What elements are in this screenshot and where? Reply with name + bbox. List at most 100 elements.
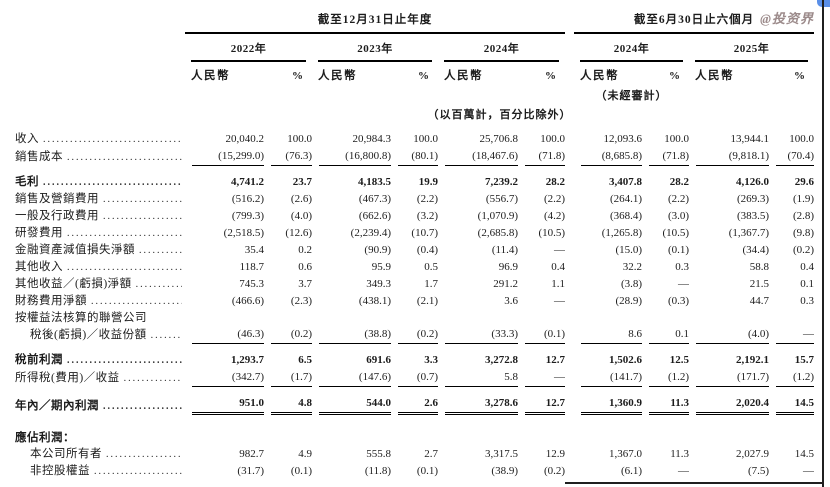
cell-value-rmb: 951.0: [185, 387, 264, 415]
row-label-text: 一般及行政費用: [15, 210, 99, 222]
row-label-wrap: 銷售成本: [15, 149, 185, 166]
table-row: 按權益法核算的聯營公司: [15, 310, 814, 326]
cell-value-percent: —: [642, 276, 689, 293]
cell-value-percent: 12.7: [518, 344, 565, 369]
cell-value-percent: (0.7): [391, 369, 438, 387]
cell-value: 100.0: [789, 133, 815, 145]
group-gap: [565, 310, 574, 326]
cell-value: —: [678, 278, 690, 290]
cell-value-rmb: (11.8): [312, 463, 391, 480]
cell-value: (12.6): [285, 227, 312, 239]
cell-value-percent: —: [642, 463, 689, 480]
row-label-wrap: 稅前利潤: [15, 352, 185, 369]
cell-value-rmb: (4.0): [689, 326, 770, 344]
cell-value: 100.0: [287, 133, 312, 145]
row-label: 收入: [15, 131, 185, 148]
cell-value: 349.3: [366, 278, 391, 290]
dot-leader: [67, 226, 182, 242]
group-gap: [565, 166, 574, 191]
cell-value: (0.7): [398, 369, 438, 387]
cell-value-rmb: (342.7): [185, 369, 264, 387]
group-gap: [565, 387, 574, 415]
cell-value: 4.9: [298, 448, 312, 460]
cell-value: (16,800.8): [319, 148, 391, 166]
cell-value: 691.6: [366, 354, 391, 366]
cell-value: (38.9): [491, 465, 518, 477]
cell-value: 0.4: [551, 261, 566, 273]
dot-leader: [124, 371, 182, 387]
cell-value: 12.9: [545, 448, 566, 460]
cell-value: 3,278.6: [445, 395, 518, 415]
cell-value-rmb: [312, 310, 391, 326]
cell-value-rmb: 1,367.0: [574, 446, 642, 463]
cell-value: 11.3: [670, 448, 690, 460]
cell-value: (4.0): [290, 210, 312, 222]
cell-value: (9.8): [792, 227, 815, 239]
col-header-percent: %: [545, 70, 557, 82]
cell-value: 12.7: [545, 354, 566, 366]
cell-value-percent: (10.5): [642, 225, 689, 242]
cell-value-rmb: (467.3): [312, 191, 391, 208]
table-row: 稅後(虧損)／收益份額 (46.3) (0.2) (38.8) (0.2) (33.3) (…: [15, 326, 815, 344]
row-label-text: 按權益法核算的聯營公司: [15, 312, 147, 324]
table-row: 應佔利潤：: [15, 430, 814, 446]
row-label: 年內／期內利潤: [15, 387, 185, 415]
row-label: 非控股權益: [15, 463, 185, 480]
cell-value-percent: (0.1): [518, 326, 566, 344]
cell-value-rmb: 12,093.6: [574, 131, 643, 148]
cell-value-percent: 2.7: [391, 446, 438, 463]
cell-value-rmb: 58.8: [689, 259, 769, 276]
cell-value-rmb: 3,407.8: [574, 166, 642, 191]
row-label-text: 其他收益／(虧損)淨額: [15, 278, 132, 290]
unit-blank: [15, 62, 185, 86]
row-label-wrap: 研發費用: [15, 225, 185, 242]
cell-value-percent: 3.7: [264, 276, 312, 293]
cell-value-rmb: (466.6): [185, 293, 264, 310]
group-gap: [565, 344, 574, 369]
cell-value-percent: 100.0: [264, 131, 312, 148]
row-label-text: 年內／期內利潤: [15, 400, 99, 412]
cell-value-percent: 12.9: [518, 446, 565, 463]
cell-value-rmb: (264.1): [574, 191, 642, 208]
row-label-wrap: 稅後(虧損)／收益份額: [15, 327, 185, 344]
cell-value-percent: 0.5: [391, 259, 438, 276]
year-blank: [15, 33, 185, 62]
group-gap: [565, 148, 574, 166]
cell-value-rmb: 20,040.2: [185, 131, 265, 148]
row-label: 稅後(虧損)／收益份額: [15, 326, 185, 344]
cell-value-percent: (76.3): [264, 148, 312, 166]
cell-value: (90.9): [364, 244, 391, 256]
cell-value-percent: 0.1: [769, 276, 814, 293]
cell-value: 58.8: [749, 261, 770, 273]
cell-value-rmb: 291.2: [438, 276, 518, 293]
table-body: 收入 20,040.2 100.0 20,984.3 100.0 25,706.8 100.…: [15, 131, 815, 480]
cell-value: 20,040.2: [225, 133, 265, 145]
cell-value: (516.2): [231, 193, 264, 205]
cell-value-rmb: (6.1): [574, 463, 642, 480]
cell-value: (0.1): [416, 465, 438, 477]
cell-value-percent: (2.1): [391, 293, 438, 310]
cell-value-rmb: 691.6: [312, 344, 391, 369]
cell-value-rmb: (2,685.8): [438, 225, 518, 242]
row-label: 毛利: [15, 166, 185, 191]
col-header-percent: %: [669, 70, 681, 82]
cell-value: (0.1): [525, 326, 566, 344]
cell-value-rmb: (11.4): [438, 242, 518, 259]
cell-value-rmb: 745.3: [185, 276, 264, 293]
cell-value-percent: 19.9: [391, 166, 438, 191]
cell-value-rmb: (383.5): [689, 208, 769, 225]
unaudited-row: （未經審計）: [15, 86, 814, 104]
cell-value-percent: 100.0: [769, 131, 814, 148]
cell-value-rmb: (147.6): [312, 369, 391, 387]
cell-value-rmb: (15.0): [574, 242, 642, 259]
cell-value: (466.6): [231, 295, 264, 307]
cell-value: (147.6): [319, 369, 391, 387]
screenshot-bottom-edge-line: [565, 482, 824, 484]
cell-value: (1.2): [776, 369, 815, 387]
cell-value-rmb: [312, 430, 391, 446]
cell-value-percent: 14.5: [769, 387, 815, 415]
blank: [15, 86, 574, 104]
cell-value-rmb: (90.9): [312, 242, 391, 259]
row-label: 研發費用: [15, 225, 185, 242]
spacer-row: [15, 415, 814, 430]
